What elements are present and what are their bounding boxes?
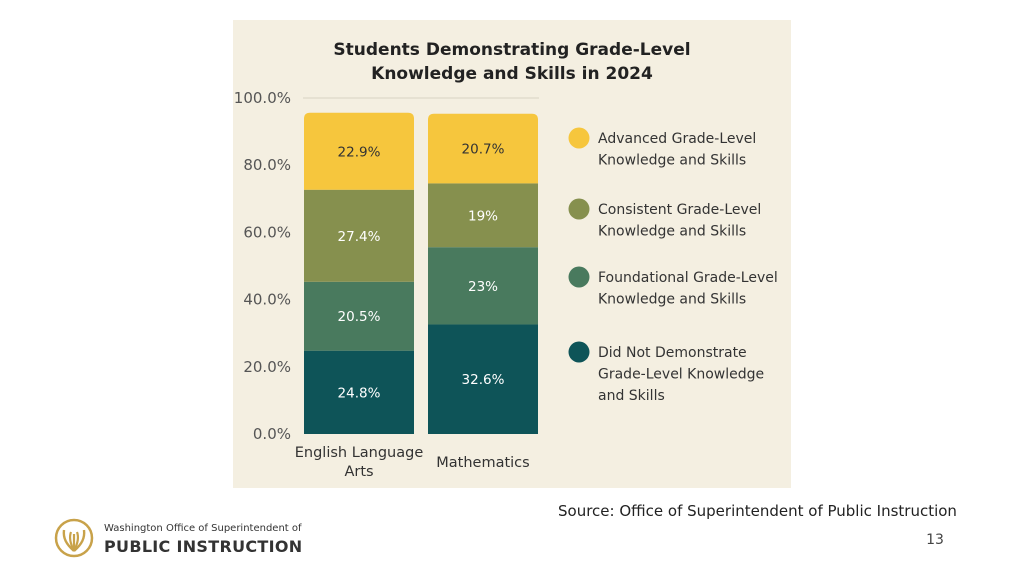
x-category-label: English Language [295,445,424,461]
legend-swatch [568,127,590,149]
legend-label: Foundational Grade-Level [598,270,778,286]
bar-value-label: 23% [468,279,498,295]
bar-value-label: 19% [468,208,498,224]
bar-value-label: 27.4% [338,229,381,245]
bar-segment [304,189,414,282]
ospi-logo: Washington Office of Superintendent of P… [54,518,314,560]
legend-swatch [568,341,590,363]
bar-segment [304,350,414,434]
x-category-label: Mathematics [436,455,529,471]
legend-label: Knowledge and Skills [598,224,746,240]
chart-title-line: Students Demonstrating Grade-Level [333,40,690,60]
bar-segment [428,324,538,434]
chart-panel: Students Demonstrating Grade-Level Knowle… [233,20,791,488]
logo-org-name: PUBLIC INSTRUCTION [104,537,303,556]
legend-swatch [568,198,590,220]
legend-label: and Skills [598,388,665,404]
x-category-label: Arts [344,464,373,480]
legend-label: Advanced Grade-Level [598,131,756,147]
y-tick-label: 60.0% [243,223,291,241]
legend-label: Consistent Grade-Level [598,202,761,218]
bar-segment [428,247,538,325]
page-number: 13 [926,532,944,548]
bar-value-label: 22.9% [338,144,381,160]
chart-title-line: Knowledge and Skills in 2024 [371,64,653,84]
legend-label: Grade-Level Knowledge [598,367,764,383]
bar-segment [304,112,414,190]
legend-label: Knowledge and Skills [598,292,746,308]
y-tick-label: 80.0% [243,156,291,174]
bar-segment [304,281,414,351]
logo-mark-icon [54,518,94,558]
bar-value-label: 32.6% [462,372,505,388]
stacked-bar-chart: Students Demonstrating Grade-Level Knowle… [234,40,778,480]
source-note: Source: Office of Superintendent of Publ… [558,502,957,520]
legend-label: Knowledge and Skills [598,153,746,169]
y-tick-label: 100.0% [234,89,291,107]
y-tick-label: 0.0% [253,425,291,443]
legend-swatch [568,266,590,288]
y-tick-label: 40.0% [243,291,291,309]
bar-value-label: 24.8% [338,385,381,401]
y-tick-label: 20.0% [243,358,291,376]
bar-segment [428,113,538,184]
bar-segment [428,183,538,248]
logo-org-line: Washington Office of Superintendent of [104,523,302,534]
bar-value-label: 20.5% [338,309,381,325]
bar-value-label: 20.7% [462,142,505,158]
legend-label: Did Not Demonstrate [598,345,747,361]
